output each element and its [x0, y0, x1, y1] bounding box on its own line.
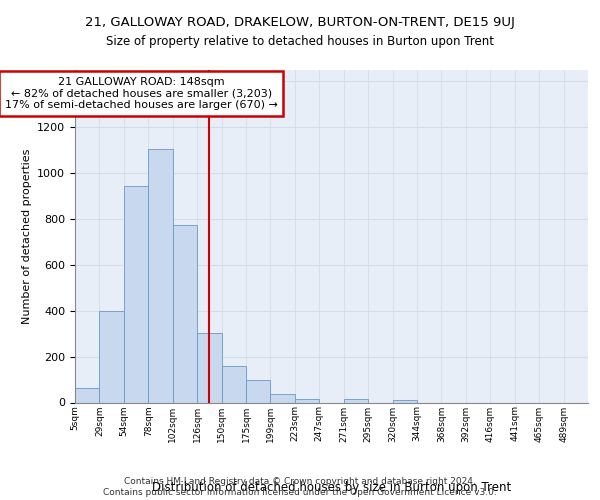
Bar	[173, 225, 197, 402]
Bar	[124, 186, 148, 402]
Text: 21, GALLOWAY ROAD, DRAKELOW, BURTON-ON-TRENT, DE15 9UJ: 21, GALLOWAY ROAD, DRAKELOW, BURTON-ON-T…	[85, 16, 515, 29]
Bar	[197, 332, 221, 402]
Bar	[246, 380, 271, 402]
Bar	[271, 394, 295, 402]
Bar	[148, 149, 173, 403]
Text: Contains HM Land Registry data © Crown copyright and database right 2024.: Contains HM Land Registry data © Crown c…	[124, 477, 476, 486]
Y-axis label: Number of detached properties: Number of detached properties	[22, 148, 32, 324]
Bar	[221, 366, 246, 403]
Bar	[100, 311, 124, 402]
Text: 21 GALLOWAY ROAD: 148sqm
← 82% of detached houses are smaller (3,203)
17% of sem: 21 GALLOWAY ROAD: 148sqm ← 82% of detach…	[5, 77, 278, 110]
Bar	[344, 399, 368, 402]
Bar	[392, 400, 417, 402]
Bar	[295, 399, 319, 402]
Text: Contains public sector information licensed under the Open Government Licence v3: Contains public sector information licen…	[103, 488, 497, 497]
Text: Size of property relative to detached houses in Burton upon Trent: Size of property relative to detached ho…	[106, 35, 494, 48]
Bar	[75, 388, 100, 402]
X-axis label: Distribution of detached houses by size in Burton upon Trent: Distribution of detached houses by size …	[152, 480, 511, 494]
